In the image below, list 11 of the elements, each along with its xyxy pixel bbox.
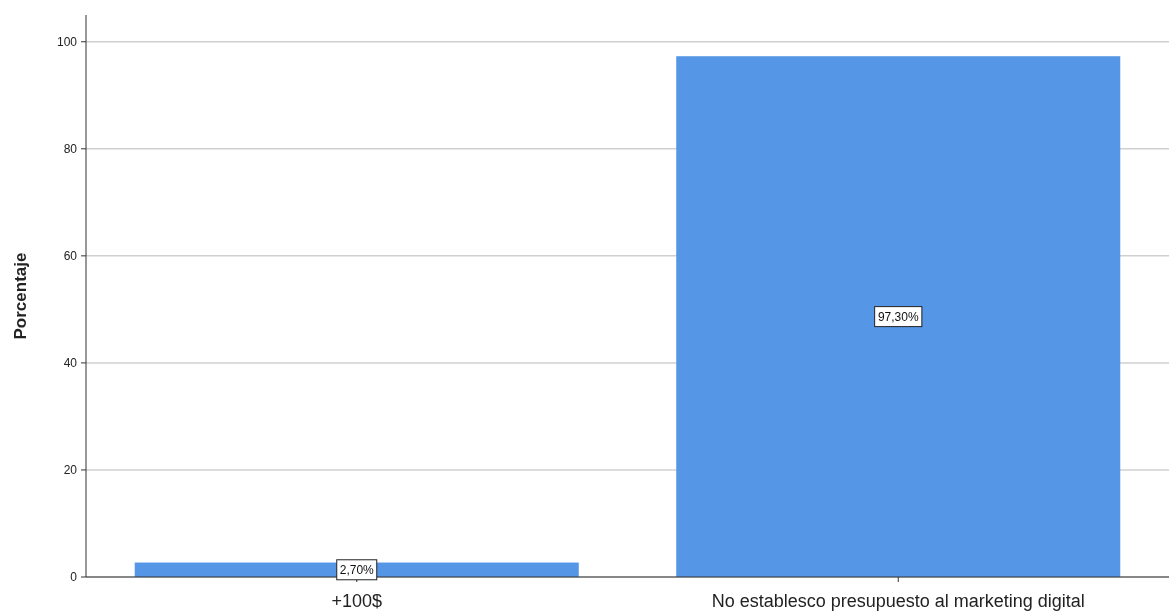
y-axis-title: Porcentaje bbox=[11, 252, 30, 340]
y-tick-label: 20 bbox=[63, 463, 78, 478]
x-tick-label: No establesco presupuesto al marketing digital bbox=[711, 591, 1085, 611]
x-tick-label: +100$ bbox=[331, 591, 383, 611]
y-tick-label: 60 bbox=[63, 249, 78, 264]
data-label: 2,70% bbox=[339, 562, 375, 577]
data-label: 97,30% bbox=[877, 309, 919, 324]
y-tick-label: 0 bbox=[70, 570, 78, 585]
y-tick-label: 80 bbox=[63, 142, 78, 157]
y-tick-label: 40 bbox=[63, 356, 78, 371]
y-tick-label: 100 bbox=[56, 34, 78, 49]
